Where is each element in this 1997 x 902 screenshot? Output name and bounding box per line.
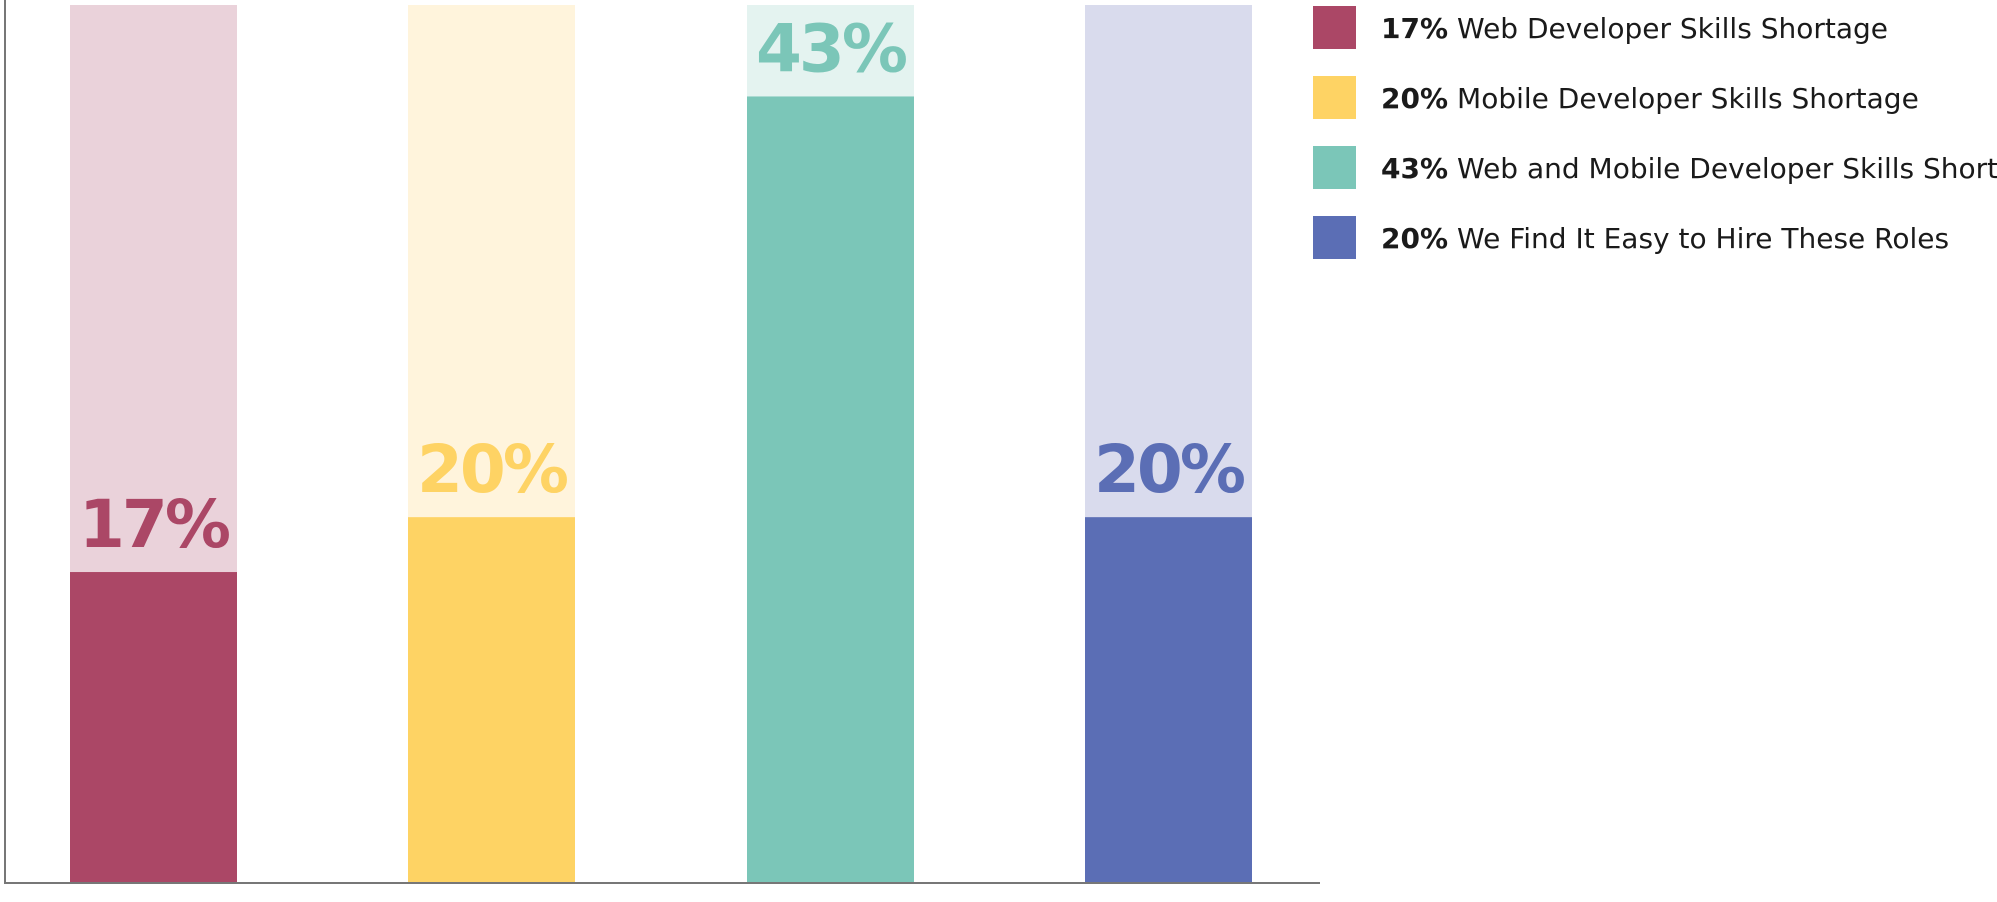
legend-swatch-4	[1313, 216, 1356, 259]
legend-percent-4: 20%	[1381, 222, 1448, 255]
bar-2	[408, 517, 575, 883]
bar-value-label-4: 20%	[1094, 431, 1245, 508]
legend-label-2: Mobile Developer Skills Shortage	[1457, 82, 1919, 115]
legend-percent-1: 17%	[1381, 12, 1448, 45]
bar-4	[1085, 517, 1252, 883]
legend-swatch-1	[1313, 6, 1356, 49]
bar-3	[747, 96, 914, 884]
legend-swatch-3	[1313, 146, 1356, 189]
bar-value-label-3: 43%	[756, 10, 907, 87]
legend: 17% Web Developer Skills Shortage 20% Mobil…	[1313, 6, 1997, 259]
legend-label-1: Web Developer Skills Shortage	[1457, 12, 1888, 45]
legend-percent-2: 20%	[1381, 82, 1448, 115]
legend-label-3: Web and Mobile Developer Skills Shortage	[1457, 152, 1997, 185]
bar-value-label-1: 17%	[79, 486, 230, 563]
legend-swatch-2	[1313, 76, 1356, 119]
legend-label-4: We Find It Easy to Hire These Roles	[1457, 222, 1949, 255]
bars: 17% 20% 43% 20%	[70, 5, 1252, 884]
legend-entry-1: 17% Web Developer Skills Shortage	[1381, 12, 1888, 45]
legend-percent-3: 43%	[1381, 152, 1448, 185]
legend-entry-4: 20% We Find It Easy to Hire These Roles	[1381, 222, 1949, 255]
bar-value-label-2: 20%	[417, 431, 568, 508]
bar-1	[70, 572, 237, 883]
legend-entry-3: 43% Web and Mobile Developer Skills Short…	[1381, 152, 1997, 185]
legend-entry-2: 20% Mobile Developer Skills Shortage	[1381, 82, 1919, 115]
